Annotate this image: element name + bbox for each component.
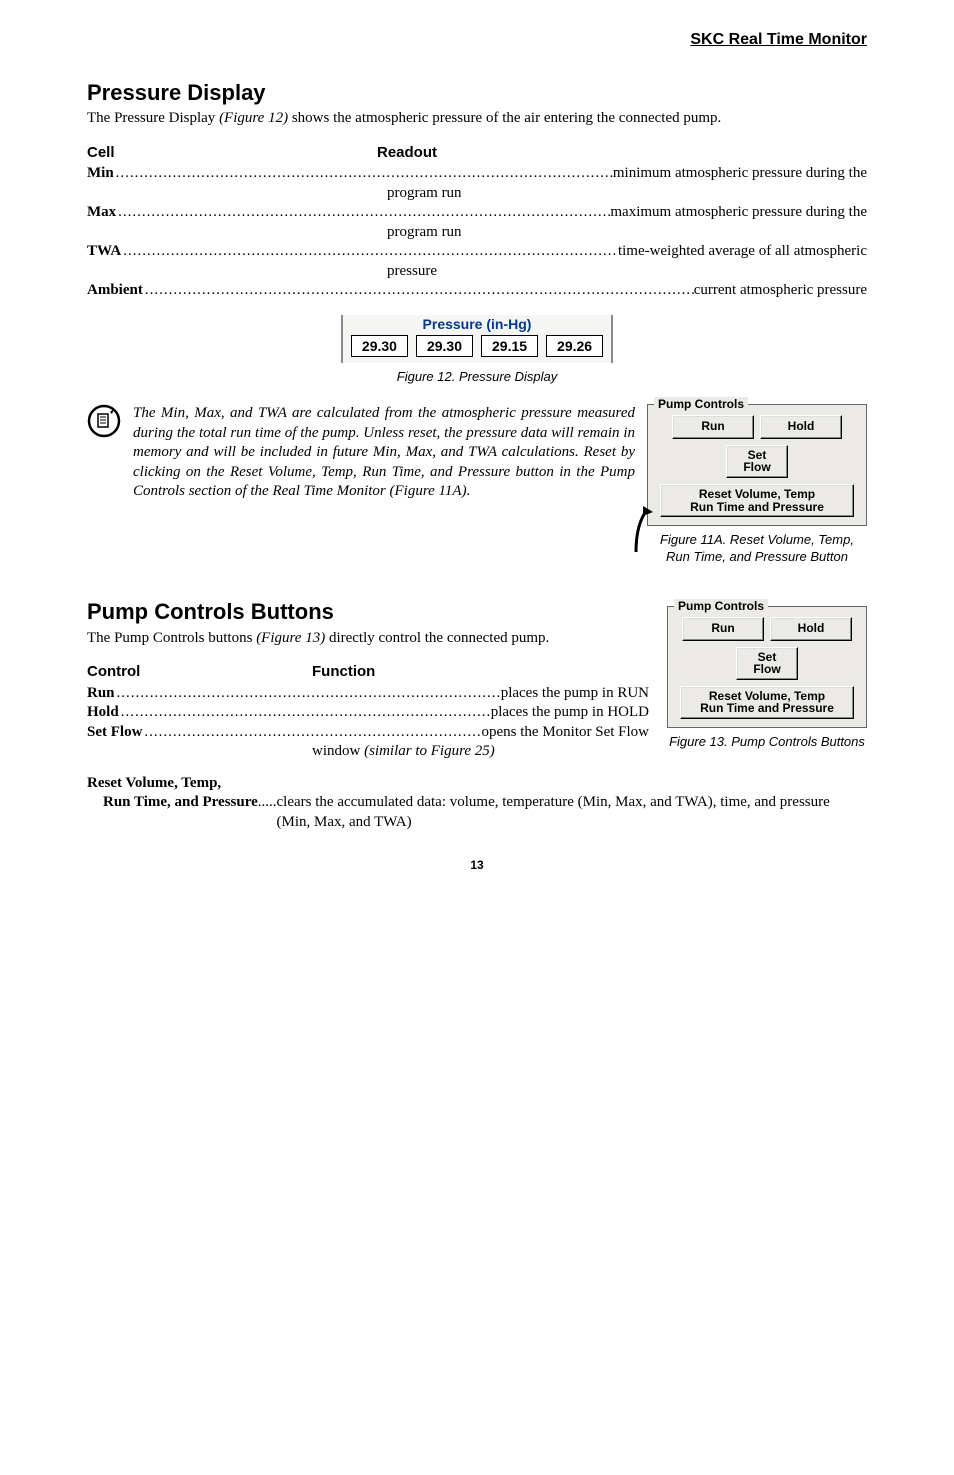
leader-dots: ........................................… (119, 703, 491, 723)
desc-hold: places the pump in HOLD (491, 703, 649, 723)
pressure-definition-list: Cell Readout Min .......................… (87, 143, 867, 301)
term-twa: TWA (87, 242, 121, 262)
figure11a-caption: Figure 11A. Reset Volume, Temp, Run Time… (647, 532, 867, 566)
def-row: Run ....................................… (87, 684, 649, 704)
figure-13: Pump Controls Run Hold Set Flow Reset Vo… (667, 598, 867, 774)
reset-button[interactable]: Reset Volume, Temp Run Time and Pressure (660, 484, 854, 517)
reset-sub: Run Time, and Pressure (103, 793, 258, 813)
desc-ambient: current atmospheric pressure (694, 281, 867, 301)
term-min: Min (87, 164, 114, 184)
pressure-box: Pressure (in-Hg) 29.30 29.30 29.15 29.26 (341, 315, 613, 363)
desc-run: places the pump in RUN (501, 684, 649, 704)
col-header-readout: Readout (377, 143, 867, 163)
pressure-cell: 29.30 (351, 335, 408, 357)
def-row: Min ....................................… (87, 164, 867, 184)
def-row: TWA ....................................… (87, 242, 867, 262)
def-row: Hold ...................................… (87, 703, 649, 723)
reset-l2: Run Time and Pressure (690, 500, 824, 514)
pump-controls-section: Pump Controls Buttons The Pump Controls … (87, 598, 867, 774)
reset-l2: Run Time and Pressure (700, 701, 834, 715)
note-block: The Min, Max, and TWA are calculated fro… (87, 404, 867, 566)
leader-dots: ........................................… (114, 164, 613, 184)
def-row: Ambient ................................… (87, 281, 867, 301)
term-max: Max (87, 203, 116, 223)
pressure-intro: The Pressure Display (Figure 12) shows t… (87, 109, 867, 129)
col-header-cell: Cell (87, 143, 377, 163)
figure13-caption: Figure 13. Pump Controls Buttons (667, 734, 867, 751)
pressure-figure: Pressure (in-Hg) 29.30 29.30 29.15 29.26… (87, 315, 867, 386)
intro-text-post: shows the atmospheric pressure of the ai… (288, 110, 721, 126)
intro-figure-ref: (Figure 12) (219, 110, 288, 126)
leader-dots: ........................................… (121, 242, 618, 262)
panel-legend: Pump Controls (674, 599, 768, 615)
run-button[interactable]: Run (682, 617, 764, 641)
set-flow-button[interactable]: Set Flow (736, 647, 798, 680)
reset-button[interactable]: Reset Volume, Temp Run Time and Pressure (680, 686, 855, 719)
pressure-cell: 29.26 (546, 335, 603, 357)
desc-max: maximum atmospheric pressure during the (610, 203, 867, 223)
pressure-heading: Pressure Display (87, 79, 867, 108)
pressure-cell: 29.15 (481, 335, 538, 357)
desc-twa: time-weighted average of all atmospheric (618, 242, 867, 262)
pressure-cell: 29.30 (416, 335, 473, 357)
controls-intro-post: directly control the connected pump. (325, 630, 549, 646)
pressure-label: Pressure (in-Hg) (351, 315, 603, 333)
leader-dots: ........................................… (143, 281, 694, 301)
controls-intro-pre: The Pump Controls buttons (87, 630, 256, 646)
desc-min-cont: program run (87, 184, 867, 204)
note-text: The Min, Max, and TWA are calculated fro… (133, 404, 635, 566)
leader-dots: ..... (258, 793, 277, 813)
panel-legend: Pump Controls (654, 397, 748, 413)
desc-twa-cont: pressure (87, 262, 867, 282)
page-header-title: SKC Real Time Monitor (87, 30, 867, 51)
desc-min: minimum atmospheric pressure during the (613, 164, 867, 184)
setflow-cont-ref: (similar to Figure 25) (364, 743, 495, 759)
set-flow-button[interactable]: Set Flow (726, 445, 788, 478)
term-run: Run (87, 684, 115, 704)
controls-definition-list: Control Function Run ...................… (87, 662, 649, 762)
note-icon (87, 404, 121, 566)
pressure-cells: 29.30 29.30 29.15 29.26 (351, 335, 603, 357)
desc-max-cont: program run (87, 223, 867, 243)
def-row: Set Flow ...............................… (87, 723, 649, 743)
def-row: Max ....................................… (87, 203, 867, 223)
setflow-l2: Flow (753, 662, 780, 676)
figure-11a: Pump Controls Run Hold Set Flow Reset Vo… (647, 404, 867, 566)
pump-controls-panel: Pump Controls Run Hold Set Flow Reset Vo… (667, 606, 867, 728)
leader-dots: ........................................… (115, 684, 501, 704)
controls-heading: Pump Controls Buttons (87, 598, 649, 627)
callout-arrow-icon (633, 504, 655, 554)
hold-button[interactable]: Hold (760, 415, 842, 439)
desc-setflow-cont: window (similar to Figure 25) (87, 742, 649, 762)
desc-setflow: opens the Monitor Set Flow (482, 723, 650, 743)
intro-text: The Pressure Display (87, 110, 219, 126)
col-header-function: Function (312, 662, 649, 682)
hold-button[interactable]: Hold (770, 617, 852, 641)
run-button[interactable]: Run (672, 415, 754, 439)
figure12-caption: Figure 12. Pressure Display (87, 369, 867, 386)
controls-intro: The Pump Controls buttons (Figure 13) di… (87, 629, 649, 649)
term-setflow: Set Flow (87, 723, 142, 743)
term-ambient: Ambient (87, 281, 143, 301)
setflow-cont-pre: window (312, 743, 364, 759)
term-hold: Hold (87, 703, 119, 723)
leader-dots: ........................................… (142, 723, 481, 743)
page-number: 13 (87, 858, 867, 874)
col-header-control: Control (87, 662, 312, 682)
reset-desc: clears the accumulated data: volume, tem… (277, 793, 867, 832)
reset-label: Reset Volume, Temp, (87, 774, 867, 794)
reset-volume-row: Reset Volume, Temp, Run Time, and Pressu… (87, 774, 867, 833)
setflow-l2: Flow (743, 460, 770, 474)
controls-intro-ref: (Figure 13) (256, 630, 325, 646)
leader-dots: ........................................… (116, 203, 610, 223)
pump-controls-panel: Pump Controls Run Hold Set Flow Reset Vo… (647, 404, 867, 526)
